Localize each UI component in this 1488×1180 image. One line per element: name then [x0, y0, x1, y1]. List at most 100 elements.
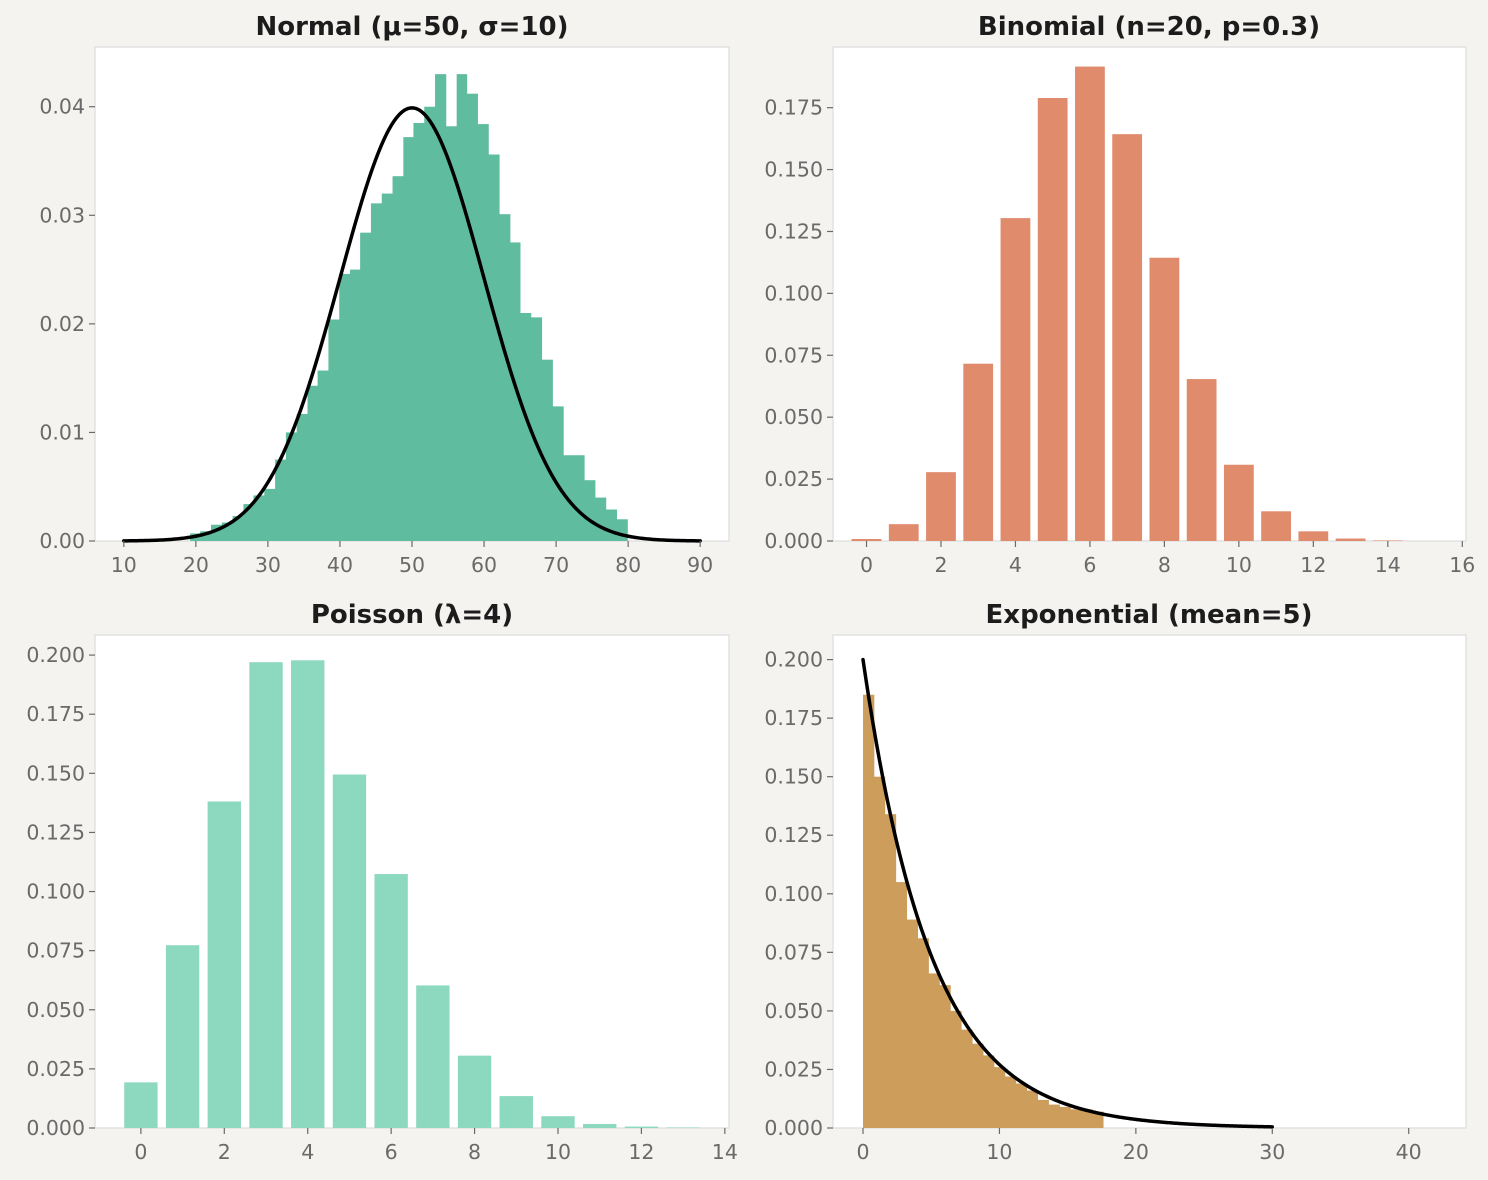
bar	[416, 985, 450, 1128]
x-tick-label: 60	[471, 553, 497, 577]
bars	[124, 660, 700, 1128]
y-tick-label: 0.000	[764, 529, 823, 553]
bar	[499, 1096, 533, 1128]
bar	[1298, 531, 1329, 541]
x-tick-label: 12	[1300, 553, 1326, 577]
y-tick-label: 0.025	[26, 1057, 85, 1081]
histogram-bin	[232, 516, 244, 541]
histogram-bin	[253, 495, 265, 541]
y-tick-label: 0.150	[764, 158, 823, 182]
histogram-bin	[873, 776, 886, 1128]
x-tick-label: 50	[399, 553, 425, 577]
histogram-bin	[221, 522, 234, 541]
histogram-bin	[1037, 1099, 1049, 1128]
bar	[1372, 540, 1403, 541]
histogram-bin	[530, 317, 543, 541]
histogram-bin	[1059, 1106, 1071, 1128]
histogram-bin	[983, 1055, 995, 1128]
y-tick-label: 0.050	[26, 998, 85, 1022]
y-axis: 0.000 0.025 0.050 0.075 0.100 0.125 0.150 0.175…	[764, 648, 833, 1140]
y-tick-label: 0.200	[764, 648, 823, 672]
histogram-bin	[863, 694, 875, 1128]
panel-exponential: Exponential (mean=5) 0 10 20 30 40 0.000 0.02…	[764, 600, 1467, 1164]
y-axis: 0.000 0.025 0.050 0.075 0.100 0.125 0.150 0.175…	[26, 643, 95, 1140]
y-tick-label: 0.000	[764, 1116, 823, 1140]
histogram-bin	[285, 432, 298, 541]
histogram-bin	[917, 938, 929, 1128]
y-tick-label: 0.100	[26, 880, 85, 904]
histogram-bars	[863, 694, 1104, 1128]
x-tick-label: 30	[1259, 1140, 1285, 1164]
bar	[963, 363, 994, 541]
bar	[624, 1126, 659, 1128]
bars	[851, 66, 1403, 541]
bar	[165, 945, 200, 1128]
histogram-bin	[317, 370, 329, 541]
histogram-bin	[370, 203, 383, 541]
chart-title: Poisson (λ=4)	[311, 600, 513, 630]
histogram-bin	[520, 313, 532, 541]
bar	[926, 472, 956, 541]
histogram-bin	[906, 919, 918, 1128]
histogram-bin	[1015, 1083, 1028, 1128]
y-tick-label: 0.075	[764, 343, 823, 367]
histogram-bin	[296, 413, 308, 541]
x-tick-label: 4	[301, 1140, 314, 1164]
histogram-bin	[200, 531, 212, 541]
bar	[851, 539, 882, 541]
histogram-bin	[339, 273, 351, 541]
y-tick-label: 0.025	[764, 1057, 823, 1081]
bar	[888, 524, 919, 541]
histogram-bin	[584, 480, 596, 541]
bar	[1261, 511, 1291, 541]
histogram-bin	[328, 319, 340, 541]
x-tick-label: 14	[1375, 553, 1401, 577]
panel-poisson: Poisson (λ=4) 0 2 4 6 8 10 12 14 0.000 0.025 0.05…	[26, 600, 738, 1164]
y-tick-label: 0.125	[26, 820, 85, 844]
x-tick-label: 4	[1009, 553, 1022, 577]
x-axis: 0 2 4 6 8 10 12 14	[134, 1128, 738, 1164]
histogram-bin	[1026, 1090, 1039, 1128]
histogram-bin	[477, 124, 489, 541]
histogram-bin	[895, 882, 908, 1128]
pdf-curve	[122, 106, 702, 543]
x-tick-label: 10	[1226, 553, 1252, 577]
chart-title: Normal (μ=50, σ=10)	[255, 12, 568, 42]
histogram-bin	[499, 214, 511, 541]
histogram-bin	[381, 193, 393, 541]
y-tick-label: 0.000	[26, 1116, 85, 1140]
x-axis: 0 2 4 6 8 10 12 14 16	[860, 541, 1475, 577]
histogram-bars	[190, 74, 628, 542]
histogram-bin	[573, 455, 585, 541]
x-tick-label: 30	[255, 553, 281, 577]
chart-title: Exponential (mean=5)	[986, 600, 1313, 630]
y-tick-label: 0.03	[39, 203, 85, 227]
x-tick-label: 0	[134, 1140, 147, 1164]
histogram-bin	[210, 524, 223, 541]
y-tick-label: 0.02	[39, 312, 85, 336]
y-axis: 0.000 0.025 0.050 0.075 0.100 0.125 0.150 0.175	[764, 96, 833, 553]
histogram-bin	[1081, 1109, 1093, 1128]
x-tick-label: 0	[856, 1140, 869, 1164]
x-tick-label: 80	[615, 553, 641, 577]
x-tick-label: 14	[712, 1140, 738, 1164]
histogram-bin	[509, 242, 521, 541]
histogram-bin	[972, 1043, 984, 1128]
bar	[249, 662, 283, 1128]
x-tick-label: 90	[687, 553, 713, 577]
y-tick-label: 0.075	[764, 940, 823, 964]
bar	[1037, 98, 1068, 541]
x-tick-label: 2	[934, 553, 947, 577]
histogram-bin	[392, 176, 404, 541]
bar	[124, 1082, 158, 1128]
y-tick-label: 0.100	[764, 882, 823, 906]
x-tick-label: 40	[1396, 1140, 1422, 1164]
histogram-bin	[413, 123, 425, 541]
panel-normal: Normal (μ=50, σ=10) 10 20 30 40 50 60 70 80 90 0…	[39, 12, 730, 577]
bar	[583, 1123, 617, 1128]
histogram-bin	[456, 74, 468, 541]
x-tick-label: 2	[218, 1140, 231, 1164]
y-tick-label: 0.075	[26, 939, 85, 963]
histogram-bin	[928, 973, 940, 1128]
histogram-bin	[307, 385, 319, 541]
